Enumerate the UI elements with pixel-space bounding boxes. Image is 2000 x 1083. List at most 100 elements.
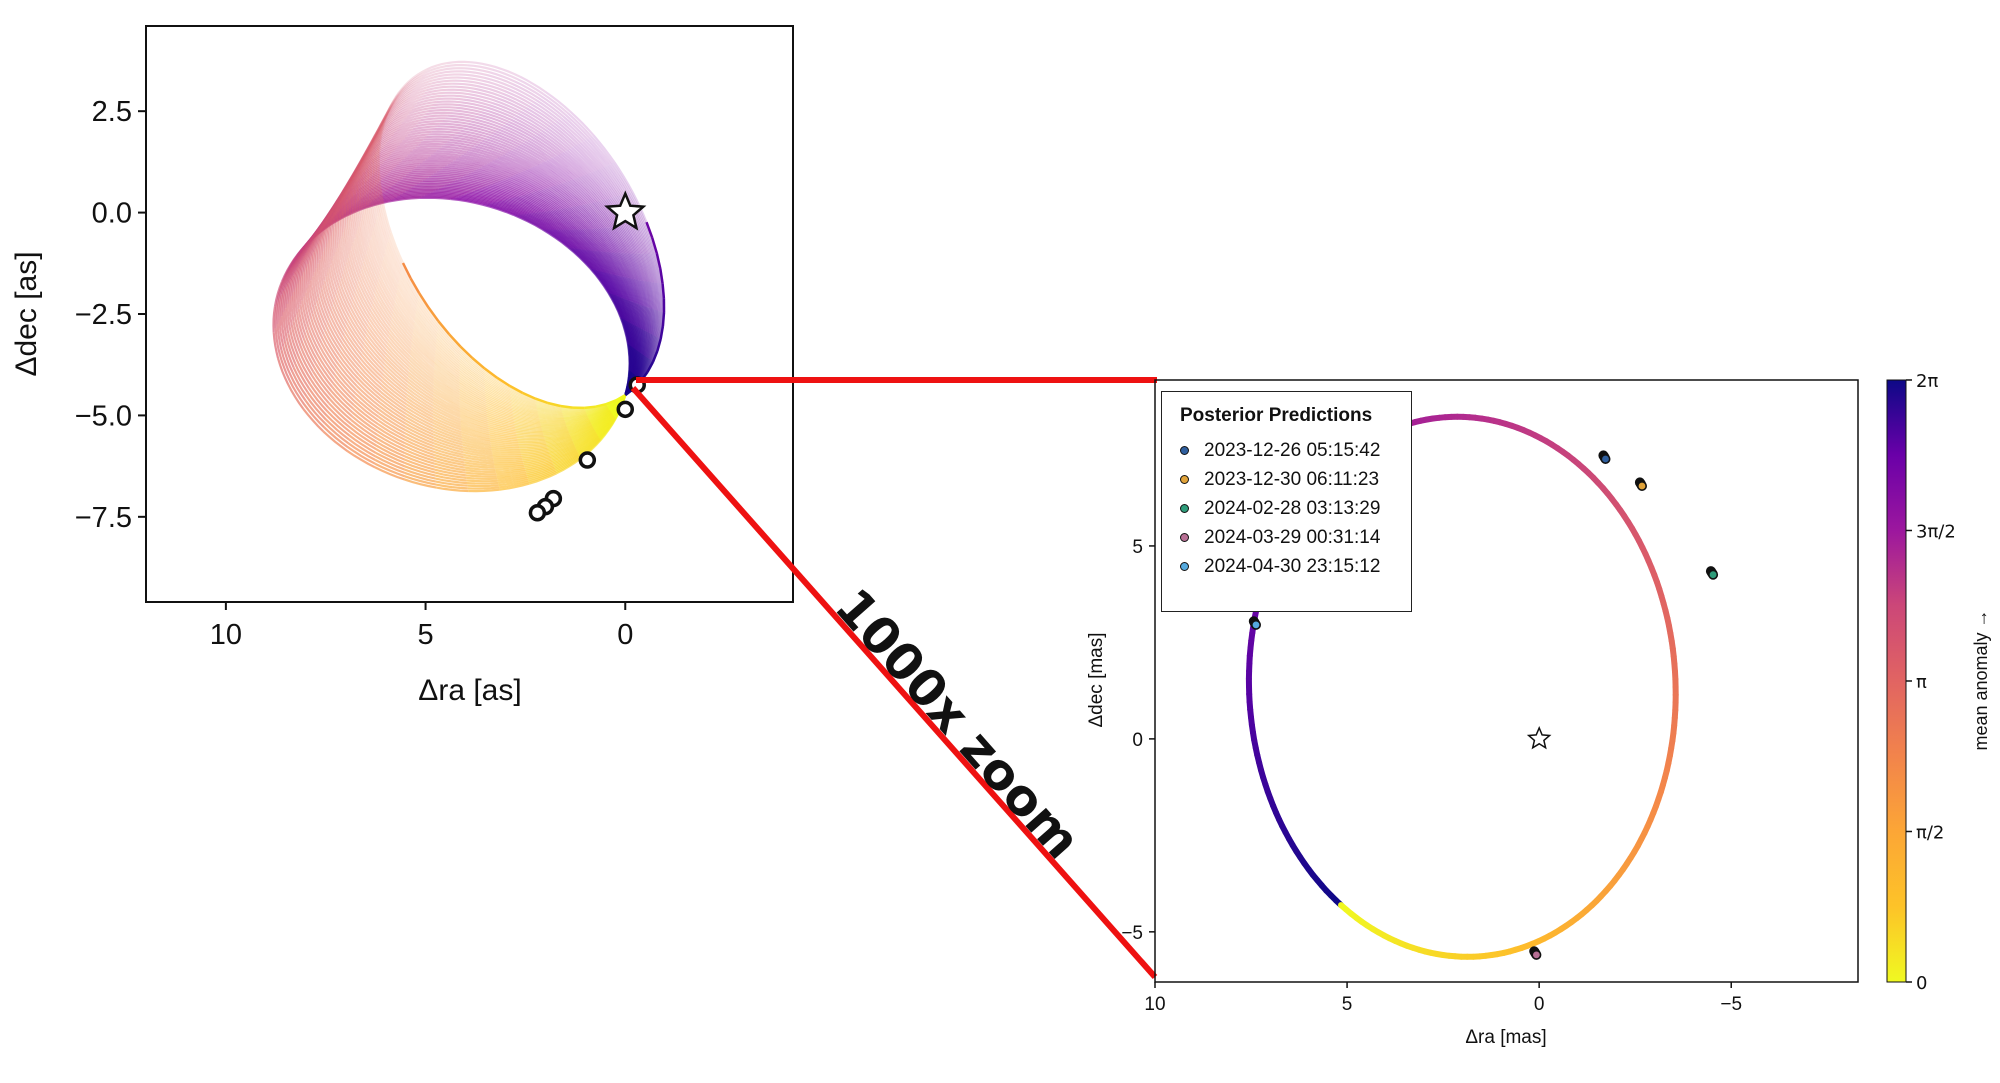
orbit-path	[299, 304, 308, 331]
orbit-path	[388, 149, 413, 158]
orbit-path	[637, 303, 644, 330]
orbit-path	[350, 211, 356, 239]
orbit-path	[514, 424, 542, 430]
orbit-path	[566, 419, 590, 428]
orbit-path	[587, 203, 609, 229]
orbit-path	[536, 407, 563, 415]
orbit-path	[638, 279, 648, 308]
orbit-path	[338, 281, 352, 309]
orbit-path	[591, 228, 612, 254]
orbit-path	[586, 406, 609, 416]
orbit-path	[529, 472, 558, 485]
orbit-path	[576, 228, 600, 252]
orbit-path	[513, 417, 541, 425]
orbit-path	[402, 174, 432, 179]
orbit-path	[592, 412, 613, 429]
orbit-path	[404, 471, 437, 483]
orbit-path	[537, 409, 563, 416]
orbit-path	[653, 309, 657, 336]
orbit-path	[351, 158, 367, 177]
orbit-path	[639, 222, 653, 254]
orbit-path	[567, 420, 591, 430]
orbit-path	[486, 162, 516, 176]
orbit-path	[421, 68, 443, 78]
orbit-path	[510, 401, 538, 413]
orbit-path	[617, 252, 633, 280]
orbit-path	[434, 355, 461, 378]
orbit-path	[641, 330, 646, 355]
orbit-path	[337, 196, 344, 220]
orbit-path	[488, 430, 518, 438]
orbit-path	[374, 459, 406, 474]
orbit-path	[459, 416, 489, 429]
orbit-path	[372, 135, 392, 150]
orbit-path	[605, 251, 623, 278]
orbit-path	[491, 449, 521, 454]
orbit-path	[351, 299, 369, 327]
orbit-path	[562, 151, 588, 176]
orbit-path	[399, 138, 424, 146]
orbit-path	[562, 412, 587, 417]
orbit-path	[414, 167, 443, 170]
orbit-path	[640, 304, 646, 331]
orbit-path	[333, 297, 348, 325]
orbit-path	[376, 175, 383, 206]
orbit-path	[489, 434, 518, 442]
orbit-path	[463, 458, 495, 465]
orbit-path	[513, 420, 542, 427]
orbit-path	[394, 298, 415, 327]
orbit-path	[592, 412, 613, 429]
orbit-path	[646, 334, 654, 359]
orbit-path	[302, 337, 317, 364]
orbit-path	[316, 239, 322, 264]
orbit-path	[390, 97, 408, 113]
orbit-path	[635, 354, 645, 377]
orbit-path	[483, 378, 511, 396]
orbit-path	[289, 375, 307, 402]
orbit-path	[626, 252, 640, 281]
orbit-path	[399, 176, 429, 181]
orbit-path	[634, 253, 647, 282]
orbit-path	[521, 450, 549, 457]
y-tick-label: −5.0	[75, 400, 132, 432]
orbit-path	[624, 276, 637, 304]
orbit-path	[515, 430, 543, 435]
orbit-path	[600, 227, 620, 254]
orbit-path	[433, 439, 464, 451]
orbit-path	[540, 424, 567, 428]
orbit-path	[466, 479, 498, 483]
orbit-path	[374, 132, 395, 147]
orbit-path	[363, 179, 367, 207]
orbit-path	[555, 456, 581, 473]
orbit-path	[618, 225, 636, 255]
orbit-path	[376, 190, 406, 199]
orbit-path	[437, 323, 462, 350]
orbit-path	[658, 283, 663, 312]
orbit-path	[463, 193, 496, 204]
orbit-path	[539, 418, 565, 423]
orbit-path	[384, 356, 409, 380]
orbit-path	[591, 171, 614, 199]
orbit-path	[635, 279, 645, 307]
orbit-path	[542, 427, 568, 432]
orbit-path	[276, 298, 281, 325]
orbit-path	[458, 394, 487, 411]
orbit-path	[434, 128, 461, 132]
orbit-path	[340, 235, 348, 263]
orbit-path	[382, 186, 412, 194]
orbit-path	[341, 206, 345, 232]
orbit-path	[452, 82, 478, 88]
orbit-path	[634, 352, 642, 376]
orbit-path	[629, 277, 641, 305]
orbit-path	[322, 430, 349, 452]
orbit-path	[655, 310, 659, 337]
orbit-path	[459, 399, 488, 415]
orbit-path	[541, 424, 567, 429]
orbit-path	[384, 170, 412, 178]
orbit-path	[647, 307, 652, 334]
orbit-path	[645, 333, 653, 358]
orbit-path	[652, 282, 658, 311]
orbit-path	[412, 328, 436, 354]
orbit-path	[538, 415, 564, 420]
orbit-path	[535, 402, 562, 411]
